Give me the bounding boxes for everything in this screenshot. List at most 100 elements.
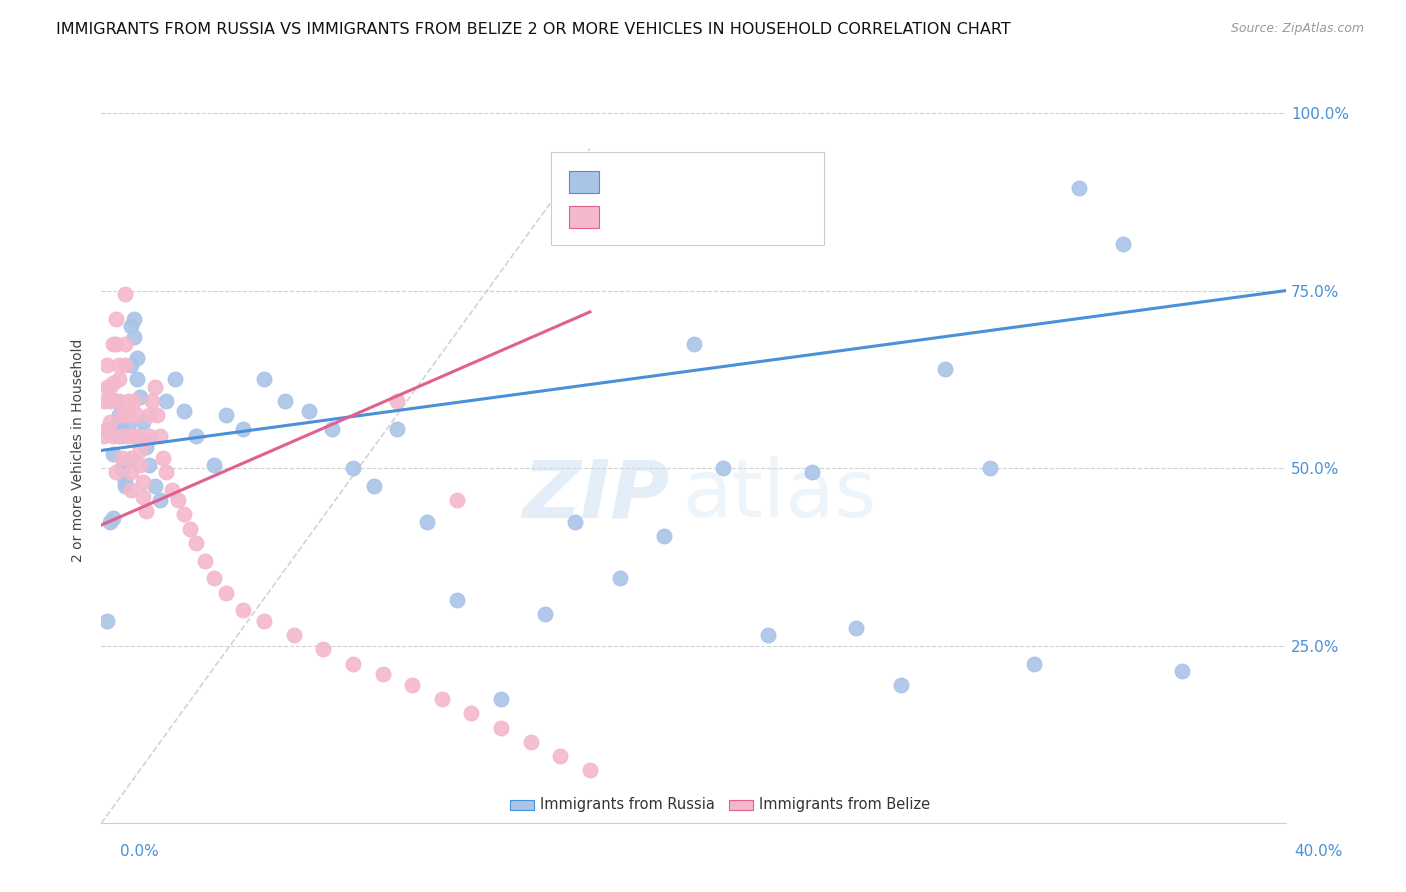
FancyBboxPatch shape <box>730 799 752 810</box>
Point <box>98 415 121 429</box>
Point <box>232 603 254 617</box>
Point <box>534 607 557 621</box>
Point <box>111 429 134 443</box>
Point <box>138 429 160 443</box>
Point <box>122 393 145 408</box>
Point <box>105 418 128 433</box>
Point <box>312 642 335 657</box>
Point <box>128 458 150 472</box>
Point <box>460 706 482 721</box>
Point <box>101 511 124 525</box>
Point <box>1171 664 1194 678</box>
Point <box>120 483 142 497</box>
Point <box>682 337 704 351</box>
FancyBboxPatch shape <box>510 799 534 810</box>
Text: ZIP: ZIP <box>523 456 669 534</box>
Point <box>253 614 276 628</box>
Text: IMMIGRANTS FROM RUSSIA VS IMMIGRANTS FROM BELIZE 2 OR MORE VEHICLES IN HOUSEHOLD: IMMIGRANTS FROM RUSSIA VS IMMIGRANTS FRO… <box>56 22 1011 37</box>
Point <box>430 692 453 706</box>
Point <box>756 628 779 642</box>
Point <box>155 393 177 408</box>
Point <box>122 312 145 326</box>
Point <box>519 735 541 749</box>
Point <box>202 571 225 585</box>
Point <box>1067 180 1090 194</box>
Point <box>108 372 131 386</box>
Point <box>135 504 157 518</box>
Point <box>101 337 124 351</box>
Point <box>232 422 254 436</box>
Point <box>214 585 236 599</box>
Point <box>167 493 190 508</box>
Point <box>105 393 128 408</box>
Point <box>711 461 734 475</box>
Point <box>114 337 136 351</box>
Point <box>93 429 115 443</box>
FancyBboxPatch shape <box>551 152 824 245</box>
Point <box>155 465 177 479</box>
Point <box>98 393 121 408</box>
Point <box>550 749 572 764</box>
Point <box>890 678 912 692</box>
Point <box>446 592 468 607</box>
Point <box>120 319 142 334</box>
Point <box>283 628 305 642</box>
Point <box>179 522 201 536</box>
Point <box>117 408 139 422</box>
Point <box>253 372 276 386</box>
Point <box>125 351 148 365</box>
Point <box>122 330 145 344</box>
Point <box>173 508 195 522</box>
Point <box>111 422 134 436</box>
Point <box>165 372 187 386</box>
Point <box>149 429 172 443</box>
Point <box>979 461 1001 475</box>
Point <box>143 479 166 493</box>
Point <box>96 358 118 372</box>
Point <box>138 408 160 422</box>
Point <box>371 667 394 681</box>
Point <box>1112 237 1135 252</box>
Point <box>194 553 217 567</box>
Point <box>114 358 136 372</box>
Point <box>131 475 153 490</box>
Point <box>135 440 157 454</box>
Point <box>117 429 139 443</box>
Point <box>801 465 824 479</box>
Point <box>111 461 134 475</box>
Point <box>162 483 184 497</box>
Y-axis label: 2 or more Vehicles in Household: 2 or more Vehicles in Household <box>72 339 86 562</box>
Point <box>152 450 174 465</box>
Point <box>96 379 118 393</box>
Point <box>114 287 136 301</box>
Point <box>321 422 343 436</box>
Point <box>135 433 157 447</box>
Point <box>117 454 139 468</box>
Point <box>934 361 956 376</box>
Point <box>146 408 169 422</box>
Point <box>96 614 118 628</box>
Point <box>446 493 468 508</box>
Text: 40.0%: 40.0% <box>1295 845 1343 859</box>
Point <box>101 376 124 390</box>
Point <box>114 479 136 493</box>
Point <box>105 312 128 326</box>
Text: Source: ZipAtlas.com: Source: ZipAtlas.com <box>1230 22 1364 36</box>
Text: R = 0.218   N = 59: R = 0.218 N = 59 <box>607 173 778 191</box>
Point <box>120 465 142 479</box>
Point <box>363 479 385 493</box>
Point <box>173 404 195 418</box>
Point <box>108 393 131 408</box>
Point <box>125 408 148 422</box>
Text: atlas: atlas <box>682 456 876 534</box>
Point <box>149 493 172 508</box>
Point <box>845 621 868 635</box>
Point <box>98 515 121 529</box>
Point <box>416 515 439 529</box>
Text: R = 0.415   N = 70: R = 0.415 N = 70 <box>607 208 778 226</box>
Point <box>120 358 142 372</box>
FancyBboxPatch shape <box>569 170 599 193</box>
Point <box>342 657 364 671</box>
Point <box>401 678 423 692</box>
Point <box>138 458 160 472</box>
